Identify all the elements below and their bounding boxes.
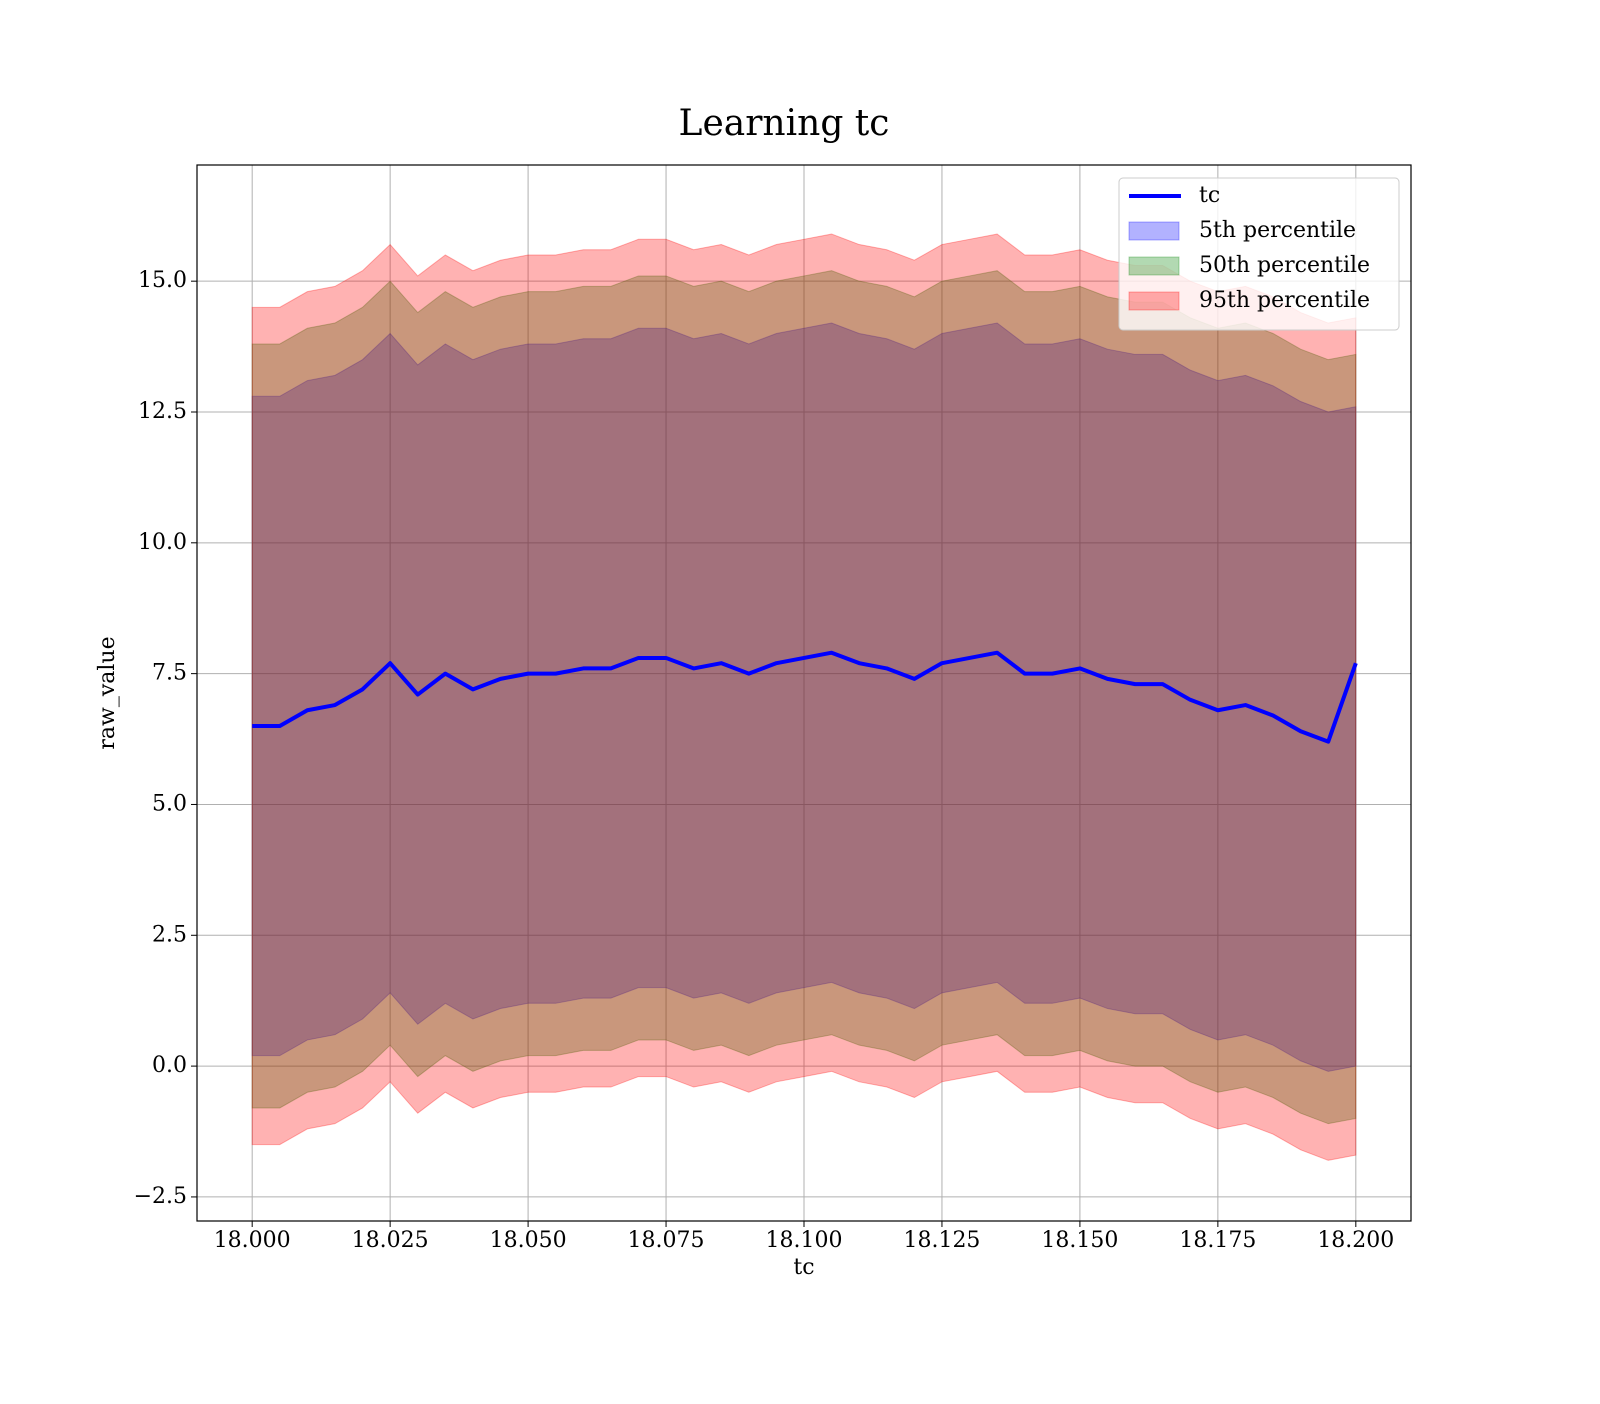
x-tick-label: 18.050 — [490, 1228, 567, 1253]
legend-label: 50th percentile — [1199, 253, 1370, 278]
legend-label: tc — [1199, 183, 1220, 208]
y-tick-label: 12.5 — [138, 399, 187, 424]
y-tick-label: 0.0 — [152, 1053, 187, 1078]
percentile-band — [251, 322, 1357, 1072]
y-tick-label: 15.0 — [138, 268, 187, 293]
y-axis-label: raw_value — [95, 636, 120, 749]
y-tick-label: 5.0 — [152, 791, 187, 816]
legend-label: 5th percentile — [1199, 218, 1356, 243]
y-tick-label: −2.5 — [134, 1184, 187, 1209]
legend-box — [1118, 177, 1400, 331]
line — [252, 650, 1358, 744]
percentile-band — [251, 270, 1357, 1125]
x-axis-label: tc — [793, 1255, 814, 1280]
legend-patch — [1128, 221, 1180, 241]
y-tick-label: 10.0 — [138, 530, 187, 555]
x-tick-label: 18.200 — [1317, 1228, 1394, 1253]
legend-patch — [1128, 291, 1180, 311]
legend-label: 95th percentile — [1199, 288, 1370, 313]
grid — [197, 165, 1411, 1221]
x-tick-label: 18.125 — [903, 1228, 980, 1253]
plot-area — [251, 233, 1358, 1161]
x-tick-label: 18.175 — [1179, 1228, 1256, 1253]
x-tick-label: 18.100 — [766, 1228, 843, 1253]
x-tick-label: 18.150 — [1041, 1228, 1118, 1253]
legend-patch — [1128, 256, 1180, 276]
percentile-band — [251, 233, 1357, 1161]
legend: tc 5th percentile 50th percentile 95th perc… — [1118, 177, 1400, 331]
x-tick-label: 18.075 — [628, 1228, 705, 1253]
chart-title: Learning tc — [679, 103, 890, 144]
x-tick-label: 18.000 — [214, 1228, 291, 1253]
x-tick-label: 18.025 — [352, 1228, 429, 1253]
y-tick-label: 7.5 — [152, 661, 187, 686]
y-tick-label: 2.5 — [152, 922, 187, 947]
